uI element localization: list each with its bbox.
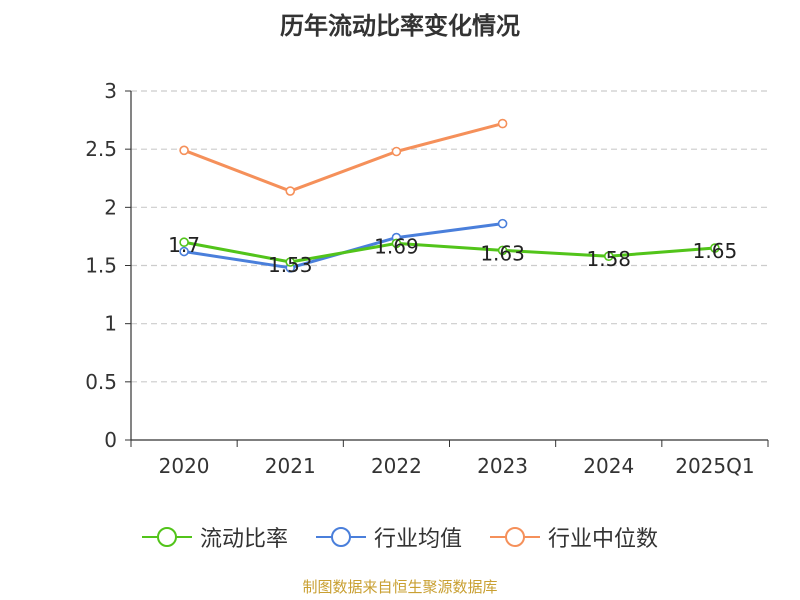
data-point-industry_avg [497, 218, 508, 229]
x-tick-label: 2023 [477, 454, 528, 478]
data-label: 1.69 [374, 234, 419, 258]
data-point-current_ratio [391, 238, 402, 249]
data-point-industry_median [179, 145, 189, 156]
data-point-industry_median [497, 118, 508, 129]
data-label: 1.63 [480, 241, 525, 265]
legend-label: 流动比率 [199, 527, 288, 552]
data-labels: 1.7 1.53 1.69 1.63 1.58 1.65 [168, 233, 737, 277]
data-point-current_ratio [603, 251, 614, 261]
chart-title: 历年流动比率变化情况 [280, 12, 520, 40]
series-layer [179, 118, 720, 273]
y-tick-label: 1.5 [85, 254, 117, 278]
series-line-industry_median [183, 122, 503, 193]
data-label: 1.53 [268, 253, 313, 277]
y-tick-label: 2.5 [85, 137, 117, 161]
x-tick-label: 2022 [371, 454, 422, 478]
legend-label: 行业均值 [373, 527, 462, 552]
legend: 流动比率 行业均值 行业中位数 [0, 520, 800, 554]
y-tick-label: 1 [104, 312, 117, 336]
data-point-current_ratio [285, 257, 296, 267]
series-line-industry_avg [183, 222, 503, 270]
legend-label: 行业中位数 [548, 527, 659, 552]
legend-item-industry-avg[interactable]: 行业均值 [315, 521, 462, 553]
x-tick-label: 2020 [159, 454, 210, 478]
legend-swatch-industry-avg [315, 527, 366, 547]
x-tick-label: 2024 [583, 454, 634, 478]
data-label: 1.65 [693, 239, 738, 263]
x-tick-label: 2021 [265, 454, 316, 478]
legend-item-current-ratio[interactable]: 流动比率 [141, 521, 288, 553]
data-point-industry_median [285, 186, 296, 196]
legend-item-industry-median[interactable]: 行业中位数 [490, 521, 658, 553]
data-point-current_ratio [497, 245, 508, 256]
series-line-current_ratio [183, 240, 716, 264]
axes: 0 0.5 1 1.5 2 2.5 3 2020 2021 2022 2023 2024 2025Q1 [85, 79, 769, 478]
y-tick-label: 2 [104, 195, 117, 219]
legend-swatch-current-ratio [141, 527, 192, 547]
data-point-industry_avg [179, 246, 189, 257]
y-tick-label: 3 [104, 79, 117, 103]
x-tick-label: 2025Q1 [675, 454, 754, 478]
data-point-current_ratio [710, 243, 720, 253]
grid-lines [131, 90, 768, 383]
data-label: 1.58 [586, 247, 631, 271]
source-note: 制图数据来自恒生聚源数据库 [302, 578, 498, 596]
y-tick-label: 0 [104, 428, 117, 452]
data-point-current_ratio [179, 237, 189, 248]
legend-swatch-industry-median [490, 527, 540, 547]
data-point-industry_median [391, 146, 402, 157]
data-label: 1.7 [168, 233, 200, 257]
y-tick-label: 0.5 [85, 370, 117, 394]
